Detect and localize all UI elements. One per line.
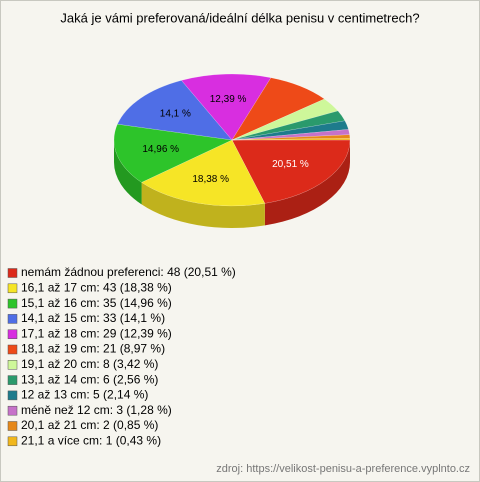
legend-label: 19,1 až 20 cm: 8 (3,42 %) xyxy=(21,357,158,371)
legend-label: 13,1 až 14 cm: 6 (2,56 %) xyxy=(21,372,158,386)
source: zdroj: https://velikost-penisu-a-prefere… xyxy=(216,463,470,475)
legend-label: 12 až 13 cm: 5 (2,14 %) xyxy=(21,388,148,402)
legend-label: 21,1 a více cm: 1 (0,43 %) xyxy=(21,433,161,447)
slice xyxy=(181,73,272,141)
legend-swatch xyxy=(7,298,18,309)
slice xyxy=(117,80,233,141)
legend-label: 16,1 až 17 cm: 43 (18,38 %) xyxy=(21,280,172,294)
slice-side xyxy=(264,140,350,226)
slice xyxy=(231,134,351,141)
slice-shade xyxy=(141,182,265,228)
slice-side xyxy=(141,182,265,228)
legend-label: 15,1 až 16 cm: 35 (14,96 %) xyxy=(21,296,172,310)
chart-title: Jaká je vámi preferovaná/ideální délka p… xyxy=(60,10,419,25)
legend-swatch xyxy=(7,405,18,416)
slice xyxy=(141,139,266,207)
slice-shade xyxy=(264,140,350,226)
slice-label: 12,39 % xyxy=(210,94,247,105)
legend-swatch xyxy=(7,314,18,324)
slice xyxy=(231,139,351,204)
slice xyxy=(113,123,233,183)
slice xyxy=(231,120,349,141)
legend-label: 20,1 až 21 cm: 2 (0,85 %) xyxy=(21,418,158,432)
legend-swatch xyxy=(7,360,18,370)
legend-swatch xyxy=(7,329,18,339)
legend-swatch xyxy=(7,421,18,431)
legend-label: 14,1 až 15 cm: 33 (14,1 %) xyxy=(21,311,165,325)
slice-label: 20,51 % xyxy=(272,159,309,170)
legend-label: nemám žádnou preferenci: 48 (20,51 %) xyxy=(21,265,236,279)
slice-label: 18,38 % xyxy=(192,174,229,185)
legend-swatch xyxy=(7,283,18,294)
legend-swatch xyxy=(7,375,18,385)
slice xyxy=(231,110,346,141)
legend-label: 17,1 až 18 cm: 29 (12,39 %) xyxy=(21,326,172,340)
legend-swatch xyxy=(7,390,18,401)
legend-label: 18,1 až 19 cm: 21 (8,97 %) xyxy=(21,342,165,356)
slice-side xyxy=(114,140,142,205)
legend-swatch xyxy=(7,436,18,447)
slice-label: 14,96 % xyxy=(142,144,179,155)
slice-label: 14,1 % xyxy=(160,109,191,120)
slice xyxy=(231,129,350,141)
legend-label: méně než 12 cm: 3 (1,28 %) xyxy=(21,403,172,417)
slice xyxy=(231,77,325,141)
legend-swatch xyxy=(7,344,18,355)
slice-shade xyxy=(114,140,142,205)
slice xyxy=(231,137,351,141)
slice xyxy=(231,98,339,141)
legend-swatch xyxy=(7,268,18,278)
